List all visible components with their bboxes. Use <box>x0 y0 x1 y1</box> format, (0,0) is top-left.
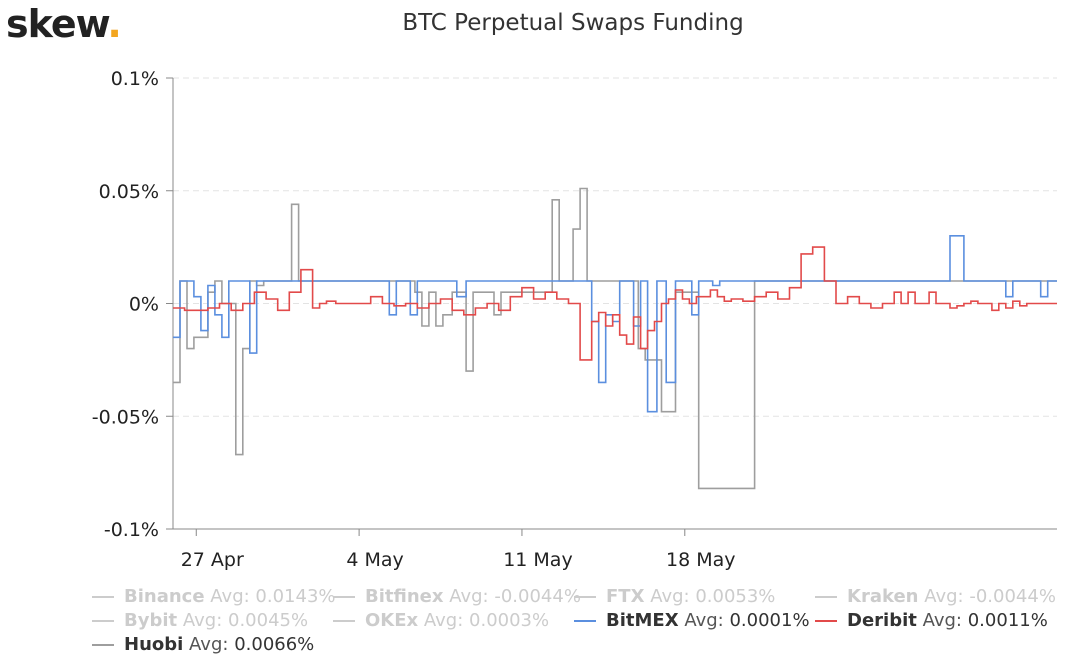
legend-avg-label: Avg: <box>449 586 489 607</box>
legend-avg-value: 0.0045% <box>228 610 309 631</box>
legend-item-bitfinex[interactable]: Bitfinex Avg: -0.0044% <box>333 586 581 607</box>
legend-avg-label: Avg: <box>210 586 250 607</box>
legend-name: Huobi <box>124 634 184 655</box>
legend-swatch <box>92 620 114 622</box>
legend-avg-value: 0.0053% <box>695 586 776 607</box>
legend-name: Bitfinex <box>365 586 444 607</box>
x-tick-label: 18 May <box>666 549 736 571</box>
legend-swatch <box>333 596 355 598</box>
legend-swatch <box>815 596 837 598</box>
legend-name: Kraken <box>847 586 919 607</box>
legend-item-kraken[interactable]: Kraken Avg: -0.0044% <box>815 586 1056 607</box>
legend-item-deribit[interactable]: Deribit Avg: 0.0011% <box>815 610 1048 631</box>
legend-avg-label: Avg: <box>924 586 964 607</box>
legend-swatch <box>333 620 355 622</box>
y-tick-label: 0.05% <box>99 181 159 203</box>
legend-swatch <box>92 596 114 598</box>
series-line-deribit <box>173 246 1057 361</box>
legend-name: BitMEX <box>606 610 679 631</box>
legend-avg-value: -0.0044% <box>969 586 1056 607</box>
logo-dot: . <box>107 2 121 46</box>
legend-item-okex[interactable]: OKEx Avg: 0.0003% <box>333 610 549 631</box>
legend-swatch <box>574 596 596 598</box>
legend-name: Bybit <box>124 610 178 631</box>
series-lines <box>173 187 1057 490</box>
chart-title: BTC Perpetual Swaps Funding <box>402 10 744 36</box>
legend-avg-label: Avg: <box>182 610 223 631</box>
legend-name: FTX <box>606 586 645 607</box>
legend-item-binance[interactable]: Binance Avg: 0.0143% <box>92 586 336 607</box>
gridlines <box>173 77 1057 417</box>
y-tick-label: -0.1% <box>104 519 159 541</box>
legend-swatch <box>815 620 837 622</box>
series-line-bitmex <box>173 235 1057 413</box>
legend-name: Deribit <box>847 610 917 631</box>
legend-avg-value: -0.0044% <box>494 586 581 607</box>
y-axis-labels: 0.1% 0.05% 0% -0.05% -0.1% <box>92 68 159 541</box>
legend-swatch <box>92 644 114 646</box>
legend-item-huobi[interactable]: Huobi Avg: 0.0066% <box>92 634 314 655</box>
series-line-huobi <box>173 187 1057 490</box>
legend: Binance Avg: 0.0143% Bitfinex Avg: -0.00… <box>0 582 1080 659</box>
x-tick-label: 11 May <box>503 549 573 571</box>
legend-avg-value: 0.0143% <box>255 586 336 607</box>
y-tick-label: -0.05% <box>92 406 159 428</box>
legend-item-bybit[interactable]: Bybit Avg: 0.0045% <box>92 610 308 631</box>
skew-logo: skew. <box>6 2 122 46</box>
legend-name: Binance <box>124 586 205 607</box>
axes <box>166 77 1057 536</box>
legend-name: OKEx <box>365 610 419 631</box>
y-tick-label: 0% <box>129 294 159 316</box>
legend-avg-label: Avg: <box>189 634 229 655</box>
funding-chart: 0.1% 0.05% 0% -0.05% -0.1% 27 Apr 4 May 11 May… <box>92 68 1057 571</box>
legend-item-ftx[interactable]: FTX Avg: 0.0053% <box>574 586 775 607</box>
logo-text: skew <box>6 2 108 46</box>
legend-avg-label: Avg: <box>922 610 962 631</box>
legend-avg-label: Avg: <box>650 586 690 607</box>
legend-avg-value: 0.0001% <box>729 610 810 631</box>
x-tick-label: 4 May <box>346 549 403 571</box>
legend-avg-value: 0.0066% <box>234 634 315 655</box>
legend-avg-value: 0.0003% <box>469 610 550 631</box>
legend-avg-label: Avg: <box>684 610 724 631</box>
x-tick-label: 27 Apr <box>181 549 244 571</box>
legend-swatch <box>574 620 596 622</box>
legend-avg-label: Avg: <box>423 610 464 631</box>
y-tick-label: 0.1% <box>111 68 159 90</box>
x-axis-labels: 27 Apr 4 May 11 May 18 May <box>181 549 736 571</box>
legend-item-bitmex[interactable]: BitMEX Avg: 0.0001% <box>574 610 810 631</box>
legend-avg-value: 0.0011% <box>967 610 1048 631</box>
